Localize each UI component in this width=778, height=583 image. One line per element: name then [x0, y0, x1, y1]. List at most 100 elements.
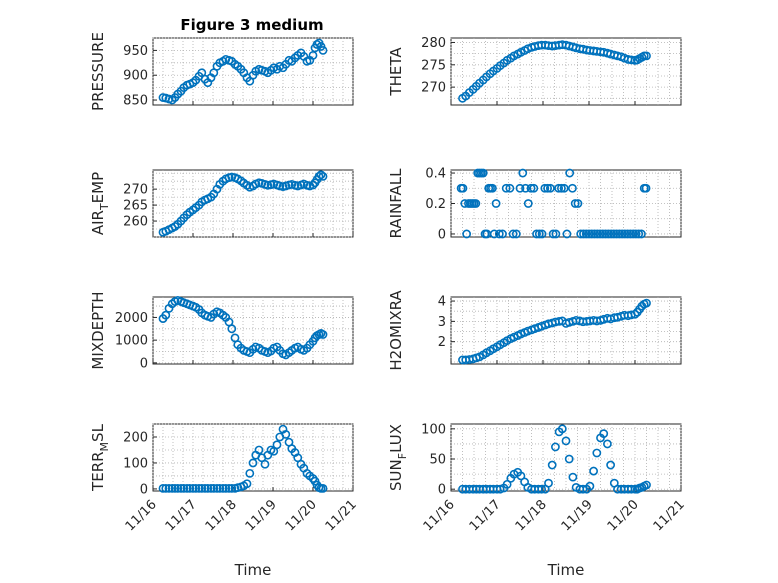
data-point	[534, 229, 544, 239]
data-point	[641, 183, 651, 193]
data-point	[516, 471, 526, 481]
y-tick-label: 260	[123, 215, 148, 230]
data-point	[227, 324, 237, 334]
data-point	[498, 229, 507, 239]
data-point	[603, 229, 613, 239]
subplot-pressure: 850 900 950 PRESSURE	[89, 32, 354, 111]
data-point	[545, 183, 555, 193]
data-point	[548, 229, 558, 239]
data-point	[568, 183, 577, 193]
data-point	[609, 229, 619, 239]
data-point	[158, 484, 168, 493]
data-point	[173, 484, 183, 493]
y-tick-label: 270	[421, 81, 446, 96]
data-point	[215, 484, 225, 493]
subplot-h2omixra: 2 3 4 H2OMIXRA	[387, 290, 682, 371]
y-tick-label: 270	[123, 183, 148, 198]
subplot-theta: 270 275 280 THETA	[387, 36, 682, 106]
data-point	[170, 484, 180, 493]
data-point	[642, 51, 651, 61]
subplot-rainfall: 0 0.2 0.4 RAINFALL	[387, 167, 682, 242]
data-point	[209, 484, 219, 493]
data-point	[626, 229, 635, 239]
data-point	[642, 298, 651, 308]
x-axis-label: Time	[547, 561, 585, 579]
data-point	[161, 310, 171, 320]
data-point	[585, 481, 595, 491]
data-point	[212, 484, 222, 493]
data-point	[194, 484, 204, 493]
data-point	[554, 183, 564, 193]
data-point	[634, 229, 644, 239]
data-point	[589, 466, 598, 476]
y-axis-label: AIRTEMP	[89, 172, 111, 235]
data-point	[628, 229, 638, 239]
data-point	[561, 436, 571, 446]
data-point	[537, 229, 547, 239]
data-point	[559, 183, 569, 193]
data-point	[197, 484, 207, 493]
data-point	[630, 309, 640, 319]
data-point	[564, 454, 574, 464]
data-point	[191, 484, 201, 493]
data-point	[592, 229, 602, 239]
y-tick-label: 2	[438, 335, 446, 350]
data-point	[318, 46, 328, 55]
y-tick-label: 4	[438, 295, 446, 310]
data-point	[606, 229, 616, 239]
data-point	[518, 168, 528, 178]
data-point	[203, 484, 213, 493]
data-point	[318, 484, 328, 493]
data-point	[637, 229, 646, 239]
data-point	[185, 484, 195, 493]
data-point	[642, 480, 651, 490]
data-point	[242, 479, 252, 489]
data-point	[462, 229, 472, 239]
series-points	[458, 40, 651, 103]
data-point	[521, 183, 530, 193]
data-point	[543, 183, 552, 193]
y-tick-label: 50	[429, 453, 446, 468]
series-points	[158, 38, 328, 105]
data-point	[540, 183, 550, 193]
data-point	[501, 183, 511, 193]
data-point	[206, 484, 216, 493]
x-axis-label: Time	[234, 561, 272, 579]
data-point	[478, 168, 488, 178]
data-point	[557, 424, 567, 434]
data-point	[526, 183, 536, 193]
data-point	[568, 472, 578, 482]
data-point	[221, 484, 231, 493]
data-point	[471, 199, 481, 208]
data-point	[626, 484, 636, 494]
data-point	[581, 229, 591, 239]
data-point	[224, 484, 234, 493]
y-axis-label: SUNFLUX	[387, 424, 409, 491]
data-point	[281, 429, 291, 439]
y-tick-label: 0	[140, 356, 148, 371]
series-points	[158, 170, 328, 237]
data-point	[458, 183, 468, 193]
data-point	[601, 229, 610, 239]
data-point	[587, 229, 597, 239]
data-point	[537, 484, 547, 494]
data-point	[254, 445, 264, 455]
data-point	[248, 458, 258, 468]
y-axis-label: THETA	[387, 47, 405, 97]
data-point	[227, 484, 237, 493]
y-tick-label: 100	[123, 456, 148, 471]
y-tick-label: 0.2	[425, 197, 446, 212]
y-tick-label: 900	[123, 69, 148, 84]
data-point	[603, 439, 612, 449]
data-point	[576, 229, 586, 239]
data-point	[523, 199, 533, 208]
data-point	[218, 484, 228, 493]
y-tick-label: 0	[438, 227, 446, 242]
data-point	[573, 199, 583, 208]
y-axis-label: PRESSURE	[89, 32, 107, 111]
data-point	[592, 448, 602, 458]
y-tick-label: 2000	[115, 311, 148, 326]
